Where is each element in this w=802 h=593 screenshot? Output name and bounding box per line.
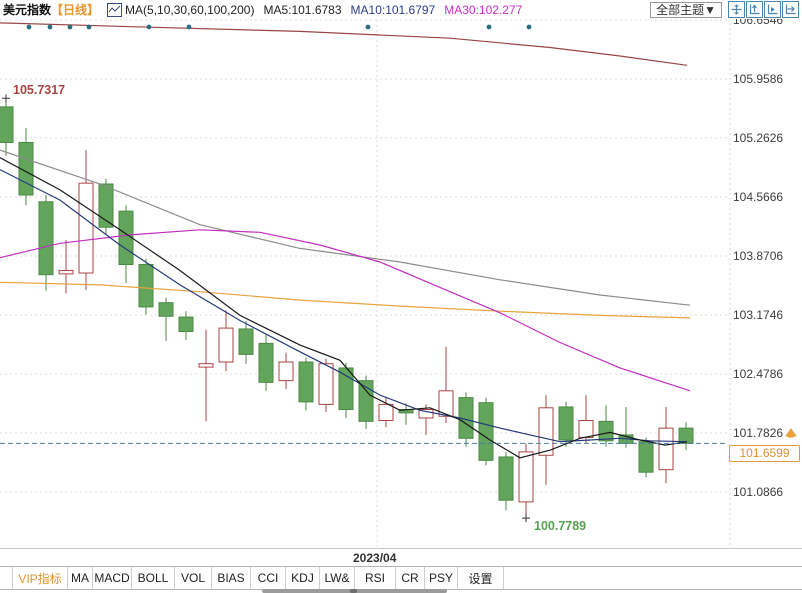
candle-body xyxy=(238,328,254,355)
horizontal-scrollbar xyxy=(0,589,802,593)
candle-body xyxy=(258,342,274,383)
candle-body xyxy=(158,302,174,317)
candle-body xyxy=(658,427,674,471)
candle-body xyxy=(678,427,694,444)
ma-settings-label: MA(5,10,30,60,100,200) xyxy=(125,2,255,17)
theme-dropdown-button[interactable]: 全部主题▼ xyxy=(650,1,722,18)
ma10-value: MA10:101.6797 xyxy=(350,2,436,17)
signal-dot xyxy=(486,24,492,30)
signal-dot xyxy=(365,24,371,30)
indicator-tab-cci[interactable]: CCI xyxy=(251,567,286,589)
y-axis-label: 102.4786 xyxy=(733,367,784,381)
x-axis-zoom-icon[interactable] xyxy=(764,1,781,18)
candle-body xyxy=(438,390,454,417)
ma-line-ma200 xyxy=(0,22,688,66)
candle-body xyxy=(598,420,614,442)
x-axis-date-label: 2023/04 xyxy=(353,551,397,565)
ma5-value: MA5:101.6783 xyxy=(263,2,342,17)
crosshair-icon[interactable] xyxy=(728,1,745,18)
high-marker xyxy=(2,94,10,103)
candle-body xyxy=(278,361,294,382)
candle-body xyxy=(198,363,214,368)
low-price-annotation: 100.7789 xyxy=(534,519,587,533)
indicator-tab-bias[interactable]: BIAS xyxy=(212,567,251,589)
signal-dot xyxy=(186,24,192,30)
header-bar: 美元指数 【日线】 MA(5,10,30,60,100,200) MA5:101… xyxy=(0,0,802,19)
pan-right-icon[interactable] xyxy=(782,1,799,18)
indicator-tab-cr[interactable]: CR xyxy=(396,567,425,589)
indicator-tab-vip[interactable]: VIP指标 xyxy=(13,567,68,589)
candle-body xyxy=(558,406,574,441)
ma-line-ma60 xyxy=(0,149,691,306)
candle-body xyxy=(218,327,234,363)
low-marker xyxy=(522,514,530,523)
symbol-name: 美元指数 xyxy=(3,3,52,17)
y-axis-label: 105.2626 xyxy=(733,131,784,145)
ma-line-ma30 xyxy=(0,229,691,392)
x-axis: 2023/04 xyxy=(0,548,802,567)
candle-body xyxy=(518,451,534,503)
candle-body xyxy=(298,361,314,403)
period-label: 【日线】 xyxy=(51,3,100,17)
candle-body xyxy=(498,456,514,501)
candle-body xyxy=(638,441,654,473)
current-price-tag: 101.6599 xyxy=(729,445,800,462)
indicator-tab-psy[interactable]: PSY xyxy=(425,567,458,589)
ma-line-ma100 xyxy=(0,281,691,319)
high-price-annotation: 105.7317 xyxy=(13,83,66,97)
candle-body xyxy=(338,367,354,410)
candle-body xyxy=(178,316,194,332)
y-axis-zoom-icon[interactable] xyxy=(746,1,763,18)
indicator-tab-[interactable]: 设置 xyxy=(458,567,504,589)
indicator-tab-lw[interactable]: LW& xyxy=(320,567,355,589)
y-axis-label: 103.8706 xyxy=(733,249,784,263)
signal-dot xyxy=(86,24,92,30)
y-axis-label: 104.5666 xyxy=(733,190,784,204)
candle-body xyxy=(418,408,434,419)
candle-body xyxy=(478,402,494,461)
candle-body xyxy=(538,407,554,456)
chart-tool-icons xyxy=(728,1,799,18)
candle-body xyxy=(318,363,334,405)
indicator-tab-rsi[interactable]: RSI xyxy=(355,567,396,589)
scrollbar-grip xyxy=(350,589,357,593)
candle-body xyxy=(578,420,594,438)
toolbar-spacer xyxy=(0,567,13,589)
signal-dot xyxy=(47,24,53,30)
y-axis-label: 105.9586 xyxy=(733,72,784,86)
indicator-tab-ma[interactable]: MA xyxy=(68,567,93,589)
signal-dot xyxy=(26,24,32,30)
line-chart-icon xyxy=(107,2,123,17)
candle-body xyxy=(38,201,54,276)
y-axis-label: 101.7826 xyxy=(733,426,784,440)
y-axis-label: 101.0866 xyxy=(733,485,784,499)
candle-body xyxy=(358,380,374,422)
ma-line-ma10 xyxy=(0,169,688,443)
y-axis-label: 103.1746 xyxy=(733,308,784,322)
candle-body xyxy=(98,183,114,228)
candle-body xyxy=(58,269,74,275)
signal-dot xyxy=(146,24,152,30)
candle-body xyxy=(0,106,14,143)
indicator-tab-kdj[interactable]: KDJ xyxy=(286,567,320,589)
ma-line-ma5 xyxy=(0,157,688,459)
candle-body xyxy=(138,264,154,308)
indicator-tab-boll[interactable]: BOLL xyxy=(132,567,175,589)
candle-body xyxy=(18,141,34,196)
signal-dot xyxy=(526,24,532,30)
price-arrow-icon xyxy=(785,428,797,438)
scrollbar-thumb[interactable] xyxy=(262,589,447,593)
indicator-tab-macd[interactable]: MACD xyxy=(93,567,132,589)
indicator-tab-vol[interactable]: VOL xyxy=(175,567,212,589)
ma30-value: MA30:102.277 xyxy=(444,2,523,17)
signal-dot xyxy=(67,24,73,30)
indicator-toolbar: VIP指标 MA MACD BOLL VOL BIAS CCI KDJ LW& RSI CR PSY 设… xyxy=(0,566,802,590)
candle-body xyxy=(378,403,394,422)
candle-body xyxy=(78,182,94,274)
